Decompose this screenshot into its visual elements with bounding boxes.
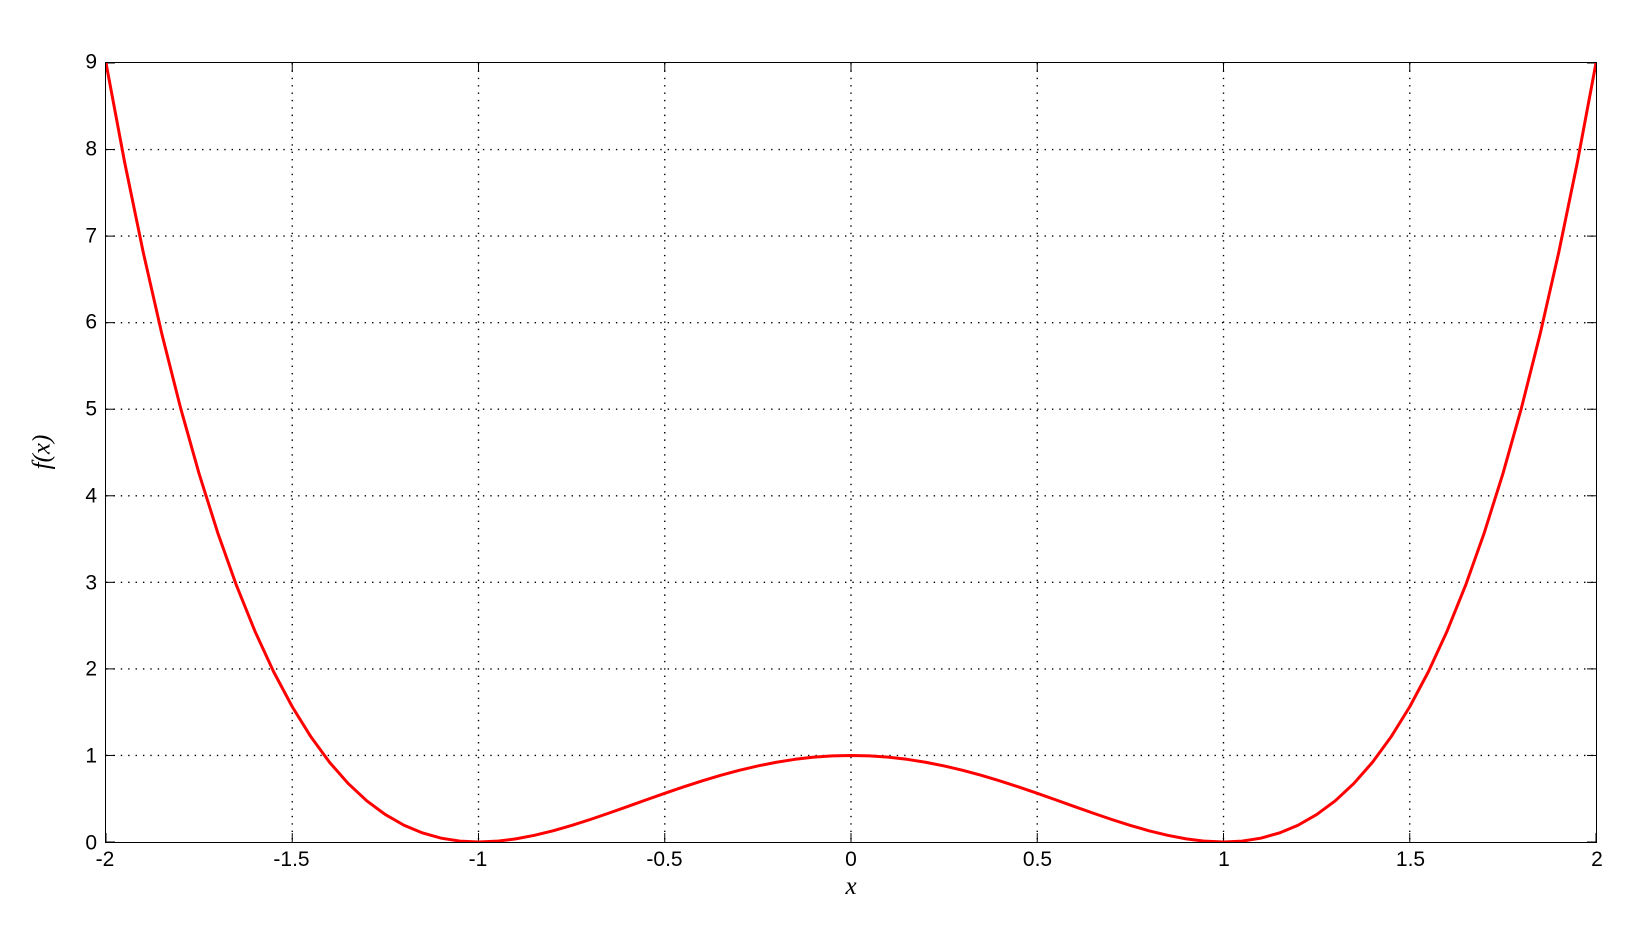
gridlines: [106, 63, 1596, 842]
series-line-0: [106, 63, 1596, 842]
x-tick-label: 0: [845, 848, 857, 871]
x-tick-label: -2: [95, 848, 115, 871]
x-tick-label: -1.5: [273, 848, 310, 871]
y-axis-label: f(x): [28, 434, 56, 470]
y-tick-label: 4: [85, 484, 97, 508]
y-tick-label: 3: [85, 571, 97, 595]
x-tick-label: 1.5: [1395, 848, 1426, 871]
tick-marks: [106, 63, 1596, 842]
y-tick-label: 0: [85, 831, 97, 855]
y-tick-label: 9: [85, 50, 97, 74]
x-tick-label: -0.5: [646, 848, 683, 871]
y-tick-label: 7: [85, 224, 97, 248]
x-tick-label: 2: [1591, 848, 1603, 871]
plot-area: [105, 62, 1597, 843]
x-tick-label: 0.5: [1022, 848, 1053, 871]
x-tick-label: 1: [1218, 848, 1230, 871]
x-axis-label: x: [845, 873, 857, 900]
y-tick-label: 5: [85, 397, 97, 421]
y-tick-label: 6: [85, 310, 97, 334]
y-tick-label: 1: [85, 744, 97, 768]
y-tick-label: 8: [85, 137, 97, 161]
y-tick-label: 2: [85, 657, 97, 681]
data-curves: [106, 63, 1596, 842]
plot-svg: [106, 63, 1596, 842]
x-tick-label: -1: [468, 848, 488, 871]
